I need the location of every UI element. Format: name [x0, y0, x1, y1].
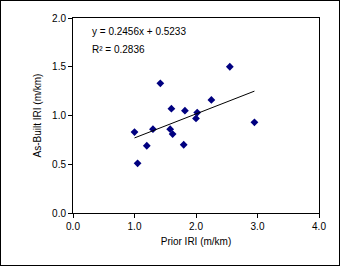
svg-text:y = 0.2456x + 0.5233: y = 0.2456x + 0.5233 — [92, 26, 186, 37]
svg-text:Prior IRI (m/km): Prior IRI (m/km) — [161, 236, 232, 247]
svg-text:1.5: 1.5 — [52, 61, 66, 72]
svg-text:3.0: 3.0 — [251, 221, 265, 232]
svg-text:0.0: 0.0 — [52, 208, 66, 219]
svg-text:1.0: 1.0 — [128, 221, 142, 232]
svg-text:2.0: 2.0 — [52, 13, 66, 24]
svg-text:0.0: 0.0 — [66, 221, 80, 232]
svg-text:0.5: 0.5 — [52, 159, 66, 170]
svg-text:1.0: 1.0 — [52, 110, 66, 121]
svg-text:4.0: 4.0 — [312, 221, 326, 232]
svg-text:R² = 0.2836: R² = 0.2836 — [92, 44, 145, 55]
svg-text:As-Built IRI (m/km): As-Built IRI (m/km) — [32, 74, 43, 158]
svg-text:2.0: 2.0 — [189, 221, 203, 232]
